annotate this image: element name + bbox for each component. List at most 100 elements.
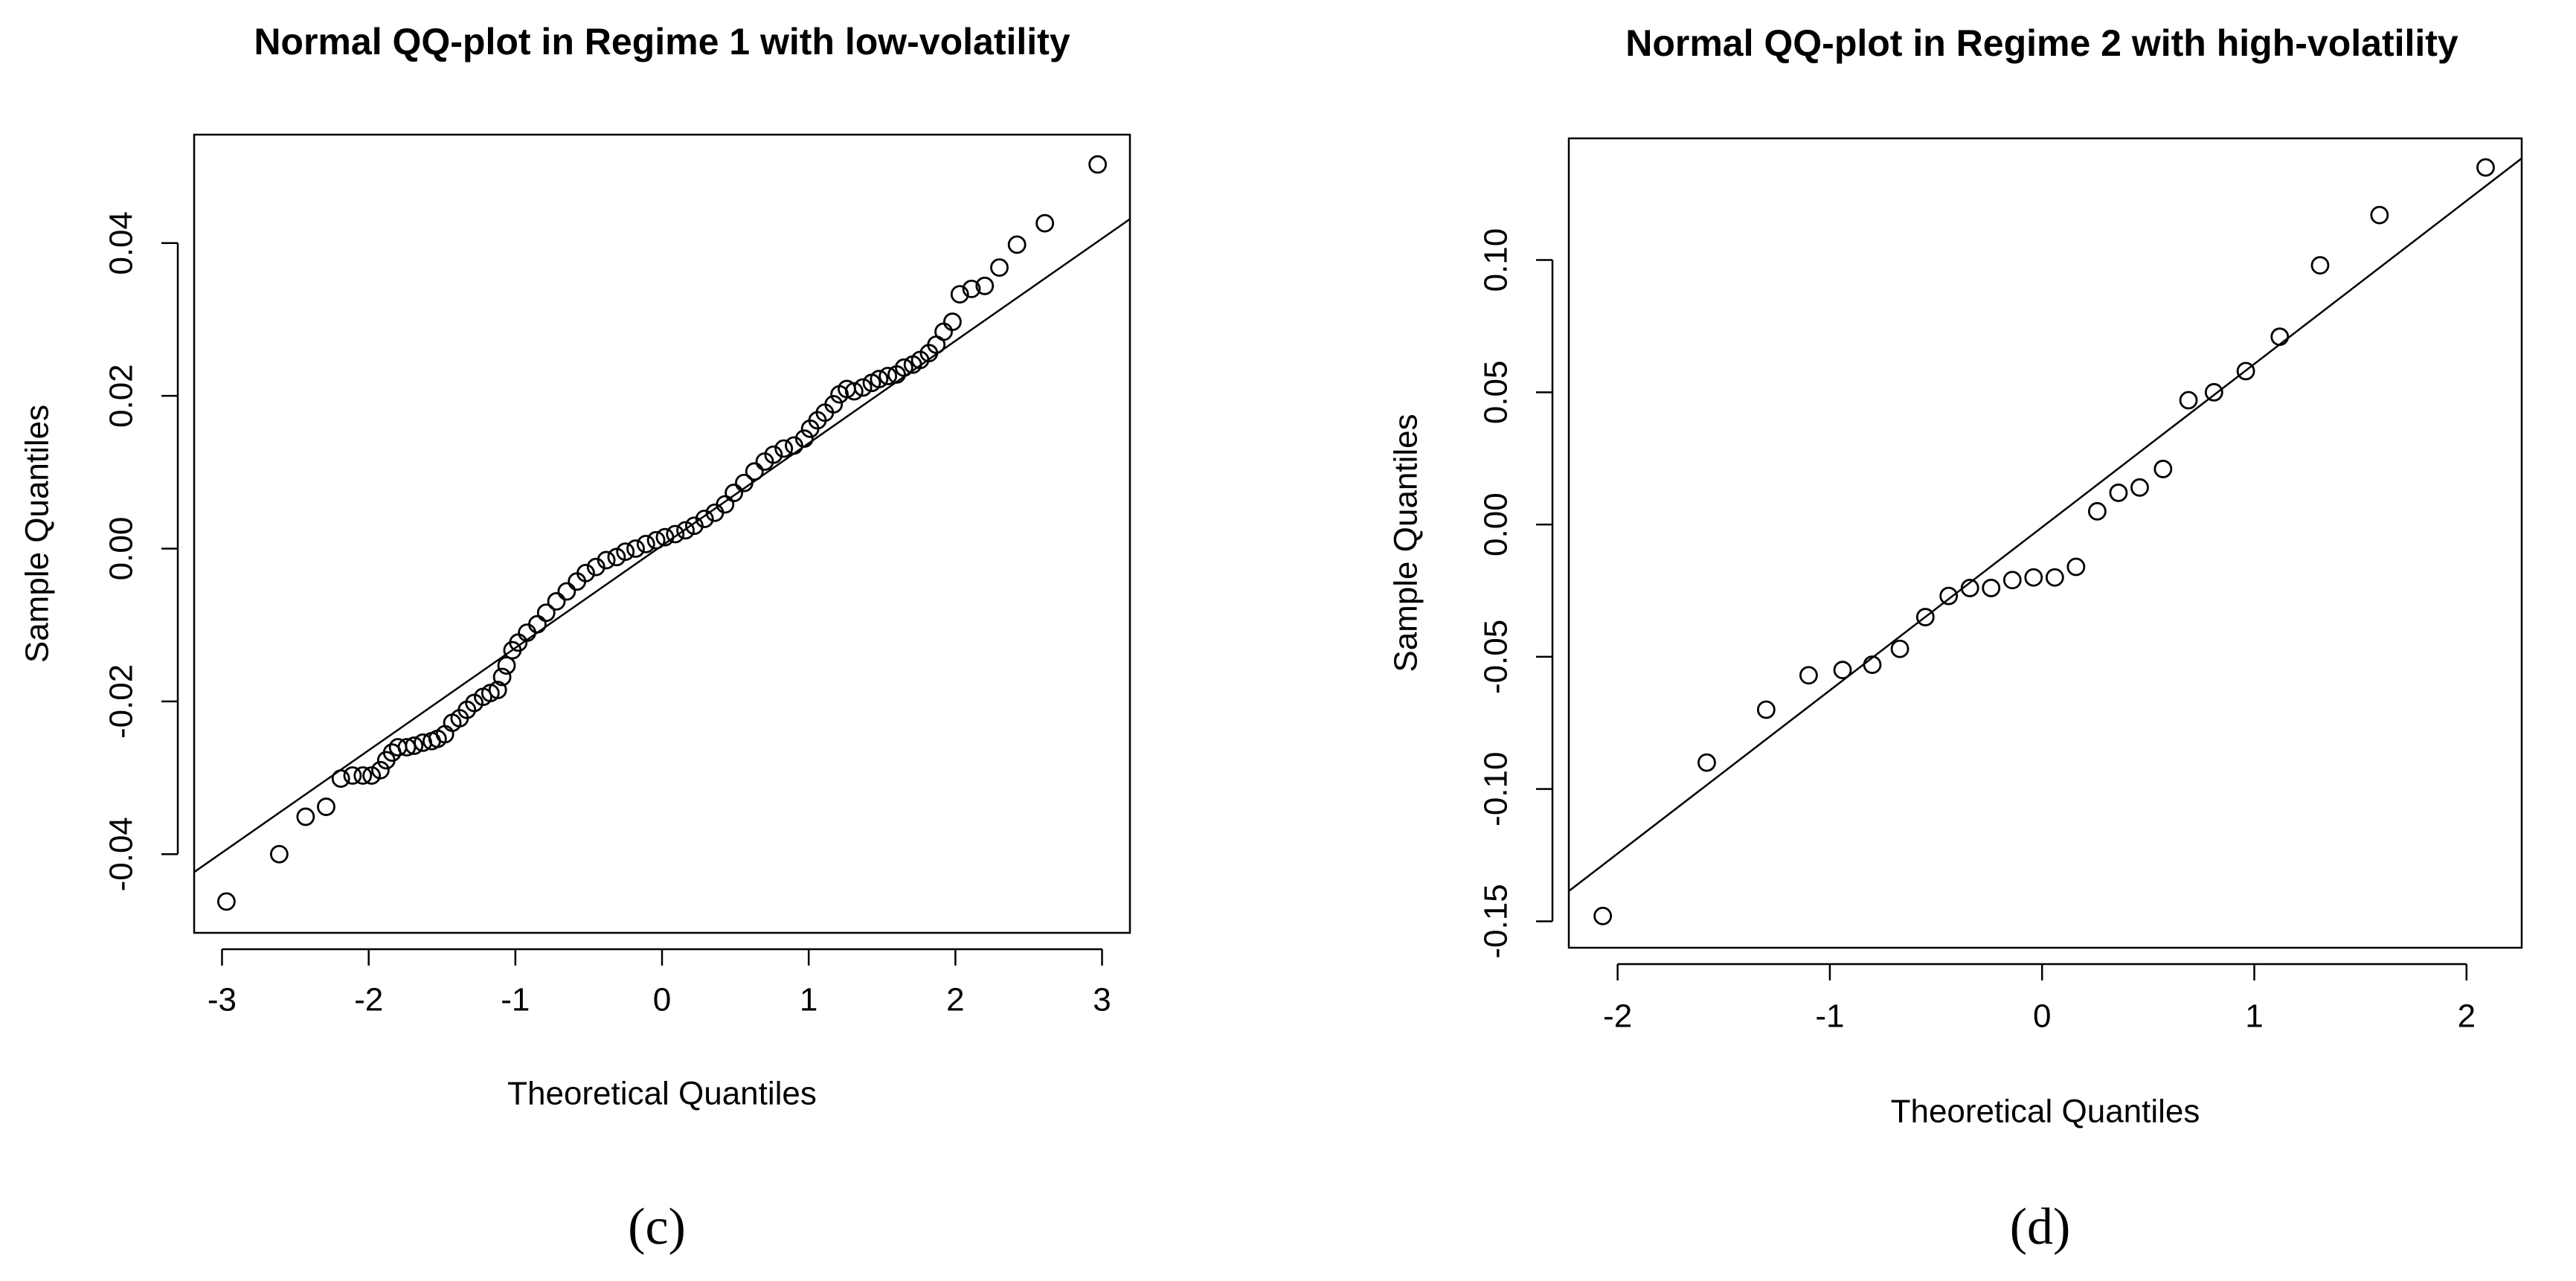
point (518, 623, 536, 642)
point (1697, 753, 1716, 772)
x-axis-label: Theoretical Quantiles (507, 1076, 817, 1112)
x-tick-label: -2 (354, 982, 383, 1018)
point (536, 603, 556, 623)
point (2370, 205, 2389, 225)
point (2087, 501, 2107, 521)
point (2310, 256, 2330, 275)
x-axis-label: Theoretical Quantiles (1891, 1094, 2200, 1130)
point (2476, 158, 2495, 177)
point (894, 358, 913, 377)
point (844, 382, 864, 401)
point (975, 276, 995, 295)
x-tick-label: 2 (2458, 998, 2476, 1035)
point (824, 395, 844, 414)
y-axis-label: Sample Quantiles (1388, 414, 1424, 672)
point (216, 892, 236, 911)
point (1939, 586, 1959, 606)
point (2045, 568, 2064, 587)
x-tick-label: -2 (1603, 998, 1632, 1035)
point (1982, 579, 2001, 597)
plot-frame (193, 133, 1131, 934)
point (2066, 557, 2086, 577)
y-tick-label: -0.04 (103, 817, 140, 891)
point (576, 563, 595, 582)
point (655, 527, 675, 547)
point (1960, 579, 1979, 597)
point (1088, 155, 1108, 174)
point (597, 550, 616, 570)
x-tick-label: 0 (653, 982, 671, 1018)
point (870, 370, 889, 388)
x-tick-label: 1 (800, 982, 818, 1018)
point (1890, 639, 1909, 658)
point (607, 548, 626, 567)
point (269, 844, 289, 864)
point (2204, 382, 2223, 402)
point (2130, 478, 2149, 497)
x-tick-label: 3 (1093, 982, 1111, 1018)
point (371, 760, 390, 780)
y-tick-label: -0.02 (103, 664, 140, 739)
x-tick-label: 1 (2245, 998, 2263, 1035)
point (745, 462, 764, 481)
point (666, 524, 685, 544)
point (331, 769, 350, 788)
point (626, 539, 645, 558)
y-tick-label: 0.00 (1478, 492, 1515, 556)
caption: (c) (628, 1198, 686, 1256)
point (353, 766, 373, 785)
point (853, 378, 873, 397)
point (962, 280, 981, 298)
point (362, 766, 381, 785)
point (1863, 655, 1882, 674)
point (990, 258, 1009, 277)
point (676, 521, 695, 540)
point (547, 591, 566, 611)
point (943, 312, 962, 331)
x-tick-label: 2 (946, 982, 964, 1018)
point (343, 766, 362, 785)
point (636, 534, 655, 553)
point (1833, 661, 1852, 680)
y-tick-label: -0.15 (1478, 884, 1515, 958)
x-tick-label: 0 (2033, 998, 2051, 1035)
point (527, 614, 547, 634)
chart-title: Normal QQ-plot in Regime 1 with low-vola… (254, 21, 1070, 62)
x-tick-label: -1 (501, 982, 530, 1018)
point (296, 807, 315, 826)
point (2270, 327, 2290, 347)
caption: (d) (2010, 1198, 2071, 1256)
point (1756, 700, 1776, 719)
point (2024, 568, 2043, 587)
point (716, 495, 735, 514)
point (1593, 906, 1613, 925)
y-tick-label: -0.05 (1478, 620, 1515, 694)
point (492, 667, 512, 687)
point (764, 445, 783, 464)
reference-line (1569, 157, 2522, 892)
point (1035, 214, 1055, 233)
point (2236, 362, 2255, 381)
point (950, 285, 969, 304)
point (1007, 235, 1027, 254)
point (934, 322, 953, 341)
point (879, 367, 898, 385)
point (774, 439, 794, 458)
x-tick-label: -1 (1815, 998, 1844, 1035)
y-tick-label: 0.05 (1478, 361, 1515, 425)
y-tick-label: 0.04 (103, 211, 140, 275)
point (2109, 484, 2128, 502)
point (725, 484, 744, 502)
point (488, 681, 507, 699)
point (557, 582, 576, 601)
y-tick-label: -0.10 (1478, 752, 1515, 826)
point (317, 797, 335, 816)
point (735, 473, 754, 492)
point (2002, 571, 2022, 590)
point (405, 736, 424, 755)
y-axis-label: Sample Quantiles (19, 405, 56, 663)
point (1799, 666, 1818, 685)
point (2153, 460, 2173, 478)
